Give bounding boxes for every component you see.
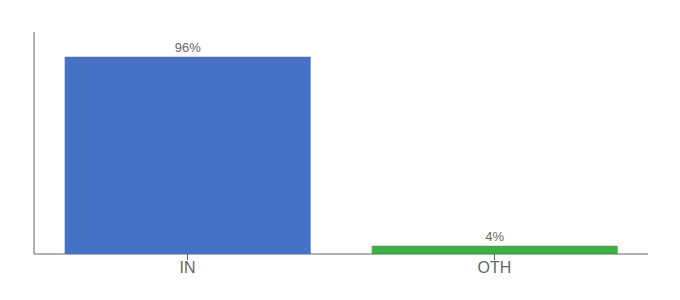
svg-text:OTH: OTH [478, 259, 512, 276]
svg-text:96%: 96% [175, 40, 201, 55]
svg-text:4%: 4% [485, 229, 504, 244]
svg-text:IN: IN [180, 259, 196, 276]
